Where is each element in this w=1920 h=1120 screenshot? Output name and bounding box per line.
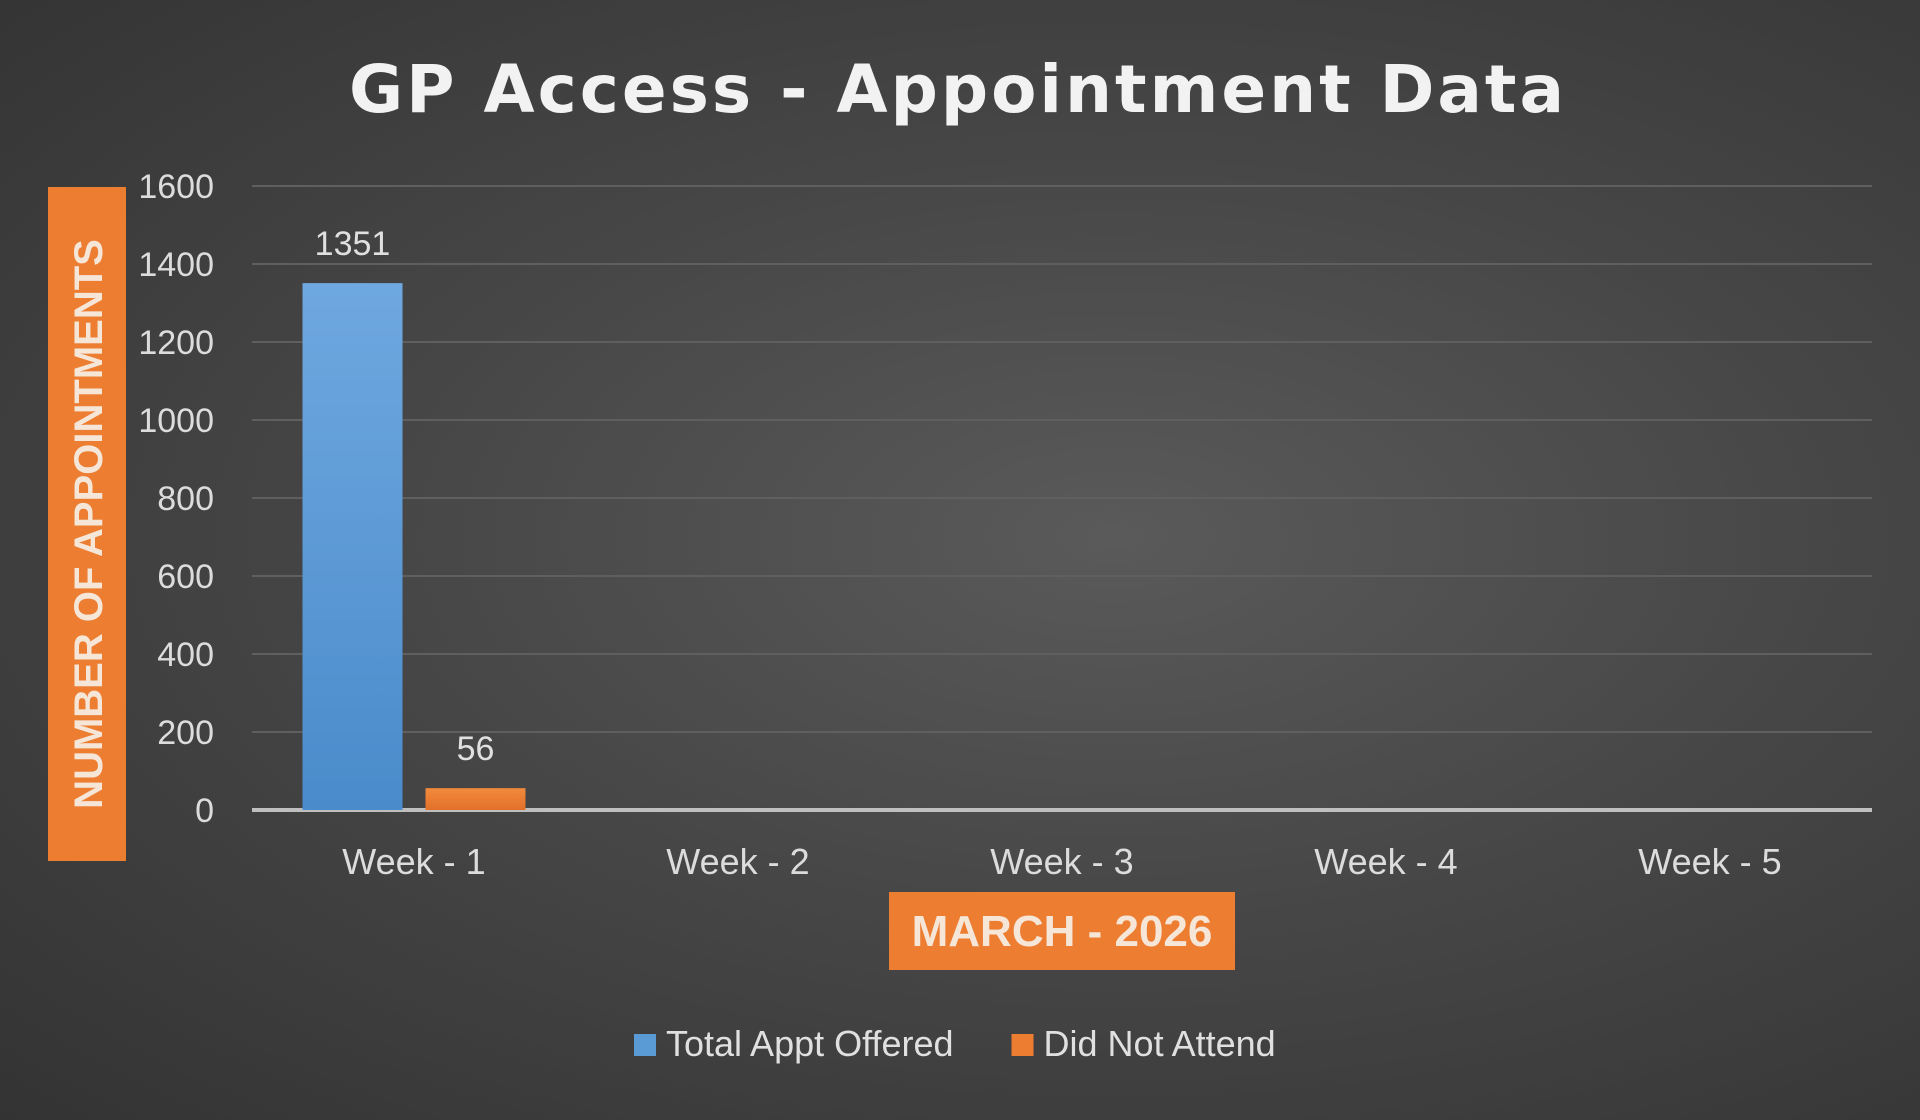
y-axis-title-background — [48, 187, 126, 861]
x-axis-title: MARCH - 2026 — [889, 892, 1235, 970]
y-tick-label: 200 — [157, 714, 214, 752]
x-tick-label: Week - 5 — [1638, 841, 1781, 882]
y-tick-label: 0 — [195, 792, 214, 830]
y-tick-label: 600 — [157, 558, 214, 596]
y-tick-label: 1600 — [138, 168, 214, 206]
gridlines — [252, 185, 1872, 812]
data-label: 56 — [457, 730, 495, 768]
y-tick-label: 1400 — [138, 246, 214, 284]
legend-label: Did Not Attend — [1044, 1023, 1276, 1064]
bar-did-not-attend — [425, 788, 526, 810]
x-tick-label: Week - 4 — [1314, 841, 1457, 882]
chart-title: GP Access - Appointment Data — [349, 51, 1567, 128]
y-axis-title-text: NUMBER OF APPOINTMENTS — [67, 239, 111, 809]
legend-label: Total Appt Offered — [666, 1023, 954, 1064]
y-axis-title: NUMBER OF APPOINTMENTS — [48, 187, 126, 861]
bars — [302, 283, 526, 810]
x-axis-ticks: Week - 1 Week - 2 Week - 3 Week - 4 Week - 5 — [342, 841, 1781, 882]
x-axis-title-background — [889, 892, 1235, 970]
data-labels: 1351 56 — [315, 225, 495, 768]
legend: Total Appt Offered Did Not Attend — [634, 1023, 1276, 1064]
data-label: 1351 — [315, 225, 391, 263]
y-tick-label: 400 — [157, 636, 214, 674]
x-tick-label: Week - 2 — [666, 841, 809, 882]
y-tick-label: 800 — [157, 480, 214, 518]
x-tick-label: Week - 3 — [990, 841, 1133, 882]
x-tick-label: Week - 1 — [342, 841, 485, 882]
legend-swatch — [1011, 1034, 1034, 1056]
bar-total-offered — [302, 283, 403, 810]
y-axis-ticks: 0 200 400 600 800 1000 1200 1400 1600 — [138, 168, 214, 830]
y-tick-label: 1200 — [138, 324, 214, 362]
x-axis-title-text: MARCH - 2026 — [912, 907, 1213, 956]
y-tick-label: 1000 — [138, 402, 214, 440]
legend-swatch — [634, 1034, 656, 1056]
